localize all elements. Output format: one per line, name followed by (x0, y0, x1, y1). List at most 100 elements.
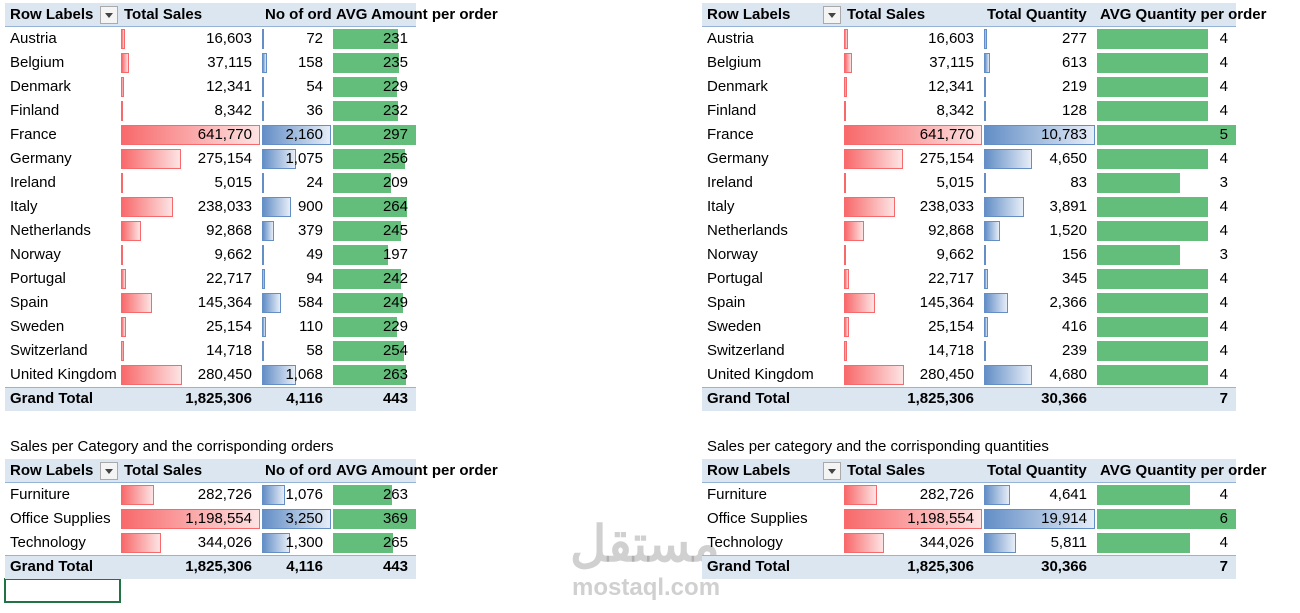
data-bar (984, 365, 1033, 385)
data-bar (844, 317, 850, 337)
cell-value: 110 (299, 318, 323, 335)
data-bar (333, 533, 393, 553)
data-bar (262, 29, 265, 49)
column-header: AVG Amount per order (336, 6, 498, 23)
data-bar (984, 293, 1009, 313)
cell-value: 4 (1219, 54, 1228, 71)
column-header: AVG Quantity per order (1100, 6, 1267, 23)
column-header: Total Quantity (987, 6, 1087, 23)
data-bar (121, 341, 125, 361)
filter-dropdown[interactable] (823, 462, 841, 480)
data-bar (844, 365, 905, 385)
total-value: 1,825,306 (907, 390, 974, 407)
cell-value: 280,450 (197, 366, 252, 383)
cell-value: 83 (1070, 174, 1087, 191)
row-label: Norway (707, 246, 758, 263)
filter-dropdown[interactable] (100, 462, 118, 480)
row-label: Finland (10, 102, 60, 119)
cell-value: 4 (1219, 222, 1228, 239)
cell-value: 235 (382, 54, 408, 71)
data-bar (1097, 173, 1181, 193)
cell-value: 22,717 (206, 270, 252, 287)
cell-value: 72 (306, 30, 323, 47)
row-label: France (10, 126, 57, 143)
cell-value: 25,154 (928, 318, 974, 335)
total-label: Grand Total (10, 558, 94, 575)
filter-dropdown[interactable] (823, 6, 841, 24)
filter-dropdown[interactable] (100, 6, 118, 24)
data-bar (984, 149, 1032, 169)
cell-value: 344,026 (919, 534, 974, 551)
cell-value: 4 (1219, 102, 1228, 119)
cell-value: 9,662 (214, 246, 252, 263)
data-bar (1097, 317, 1209, 337)
cell-value: 229 (382, 78, 408, 95)
row-label: Belgium (707, 54, 762, 71)
row-label: Ireland (707, 174, 753, 191)
row-label: Switzerland (707, 342, 785, 359)
cell-value: 275,154 (197, 150, 252, 167)
data-bar (1097, 149, 1209, 169)
data-bar (1097, 365, 1209, 385)
total-value: 7 (1219, 390, 1228, 407)
cell-value: 229 (382, 318, 408, 335)
cell-value: 37,115 (207, 54, 252, 71)
data-bar (262, 293, 281, 313)
cell-value: 4,650 (1049, 150, 1087, 167)
cell-value: 145,364 (919, 294, 974, 311)
data-bar (333, 365, 407, 385)
header-row (5, 3, 416, 27)
data-bar (333, 221, 402, 241)
cell-value: 94 (306, 270, 323, 287)
column-header: Row Labels (10, 6, 94, 23)
cell-value: 4 (1219, 534, 1228, 551)
total-value: 7 (1219, 558, 1228, 575)
row-label: Spain (707, 294, 746, 311)
data-bar (984, 125, 1095, 145)
row-label: Finland (707, 102, 757, 119)
data-bar (844, 341, 848, 361)
cell-value: 297 (382, 126, 408, 143)
row-label: Sweden (707, 318, 762, 335)
cell-value: 58 (306, 342, 323, 359)
total-value: 4,116 (286, 390, 323, 407)
data-bar (1097, 245, 1181, 265)
cell-value: 8,342 (214, 102, 252, 119)
data-bar (984, 221, 1000, 241)
data-bar (333, 485, 393, 505)
cell-value: 3 (1219, 246, 1228, 263)
cell-value: 239 (1061, 342, 1087, 359)
column-header: Total Sales (847, 6, 926, 23)
total-value: 443 (382, 390, 408, 407)
data-bar (1097, 533, 1190, 553)
cell-value: 263 (382, 486, 408, 503)
cell-value: 128 (1061, 102, 1087, 119)
data-bar (121, 365, 182, 385)
data-bar (984, 53, 991, 73)
data-bar (121, 125, 260, 145)
cell-value: 4 (1219, 198, 1228, 215)
data-bar (121, 29, 125, 49)
cell-value: 265 (382, 534, 408, 551)
data-bar (121, 149, 181, 169)
selected-cell[interactable] (4, 578, 121, 603)
data-bar (262, 485, 285, 505)
data-bar (121, 245, 124, 265)
data-bar (1097, 29, 1209, 49)
header-row (5, 459, 416, 483)
row-label: Belgium (10, 54, 65, 71)
data-bar (1097, 341, 1209, 361)
data-bar (984, 197, 1025, 217)
data-bar (844, 197, 896, 217)
data-bar (121, 317, 127, 337)
cell-value: 16,603 (928, 30, 974, 47)
data-bar (1097, 77, 1209, 97)
row-label: France (707, 126, 754, 143)
data-bar (1097, 221, 1209, 241)
data-bar (262, 317, 266, 337)
row-label: Switzerland (10, 342, 88, 359)
cell-value: 3,250 (285, 510, 323, 527)
column-header: Total Sales (847, 462, 926, 479)
row-label: Spain (10, 294, 49, 311)
column-header: AVG Amount per order (336, 462, 498, 479)
